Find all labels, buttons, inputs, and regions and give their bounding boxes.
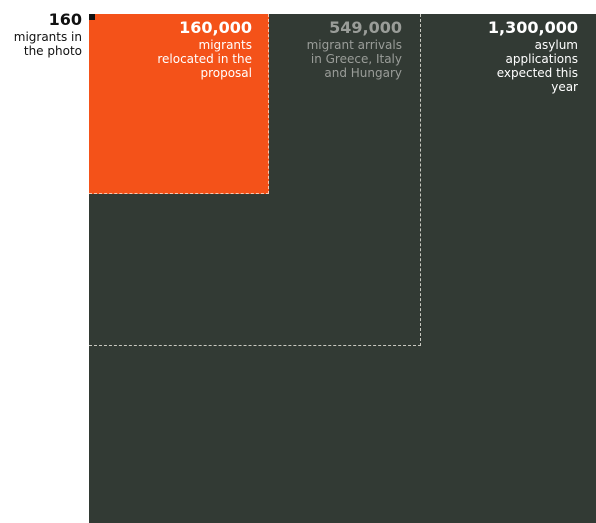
label-160000-text: migrants relocated in the proposal (157, 38, 252, 80)
square-160 (89, 14, 95, 20)
label-160-value: 160 (48, 10, 82, 29)
label-1300000-value: 1,300,000 (487, 18, 578, 37)
label-160: 160 migrants in the photo (0, 10, 82, 58)
label-160000-value: 160,000 (179, 18, 252, 37)
square-549000 (89, 14, 421, 346)
label-1300000: 1,300,000 asylum applications expected t… (428, 18, 578, 94)
label-160000: 160,000 migrants relocated in the propos… (102, 18, 252, 80)
label-1300000-text: asylum applications expected this year (496, 38, 578, 94)
label-160-text: migrants in the photo (13, 30, 82, 58)
square-160000 (89, 14, 269, 194)
label-549000-value: 549,000 (329, 18, 402, 37)
label-549000-text: migrant arrivals in Greece, Italy and Hu… (306, 38, 402, 80)
label-549000: 549,000 migrant arrivals in Greece, Ital… (252, 18, 402, 80)
